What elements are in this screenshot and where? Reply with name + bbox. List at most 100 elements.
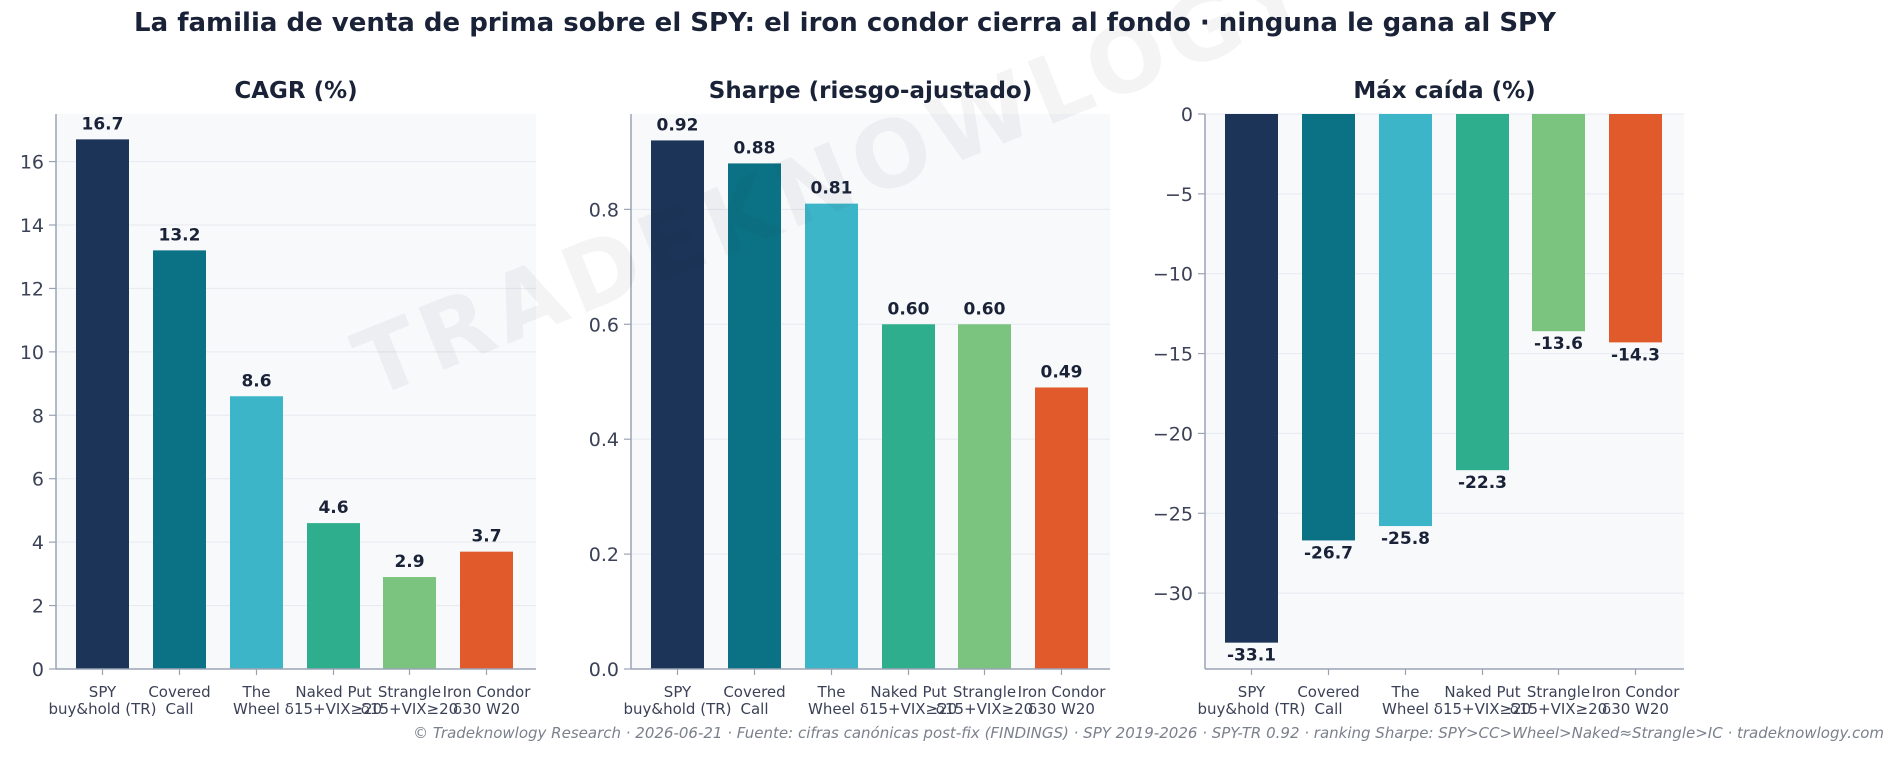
chart-panel-1: CAGR (%) 0 2 4 6 8 10 12 14 16 16.7 SPY buy&hold (TR…: [20, 78, 536, 718]
category-label: Strangle δ15+VIX≥20: [936, 683, 1033, 718]
bar: [728, 163, 781, 669]
category-label-line: Iron Condor: [443, 683, 532, 701]
data-label: 0.49: [1041, 362, 1083, 382]
category-label-line: Covered: [723, 683, 785, 701]
category-label-line: Covered: [148, 683, 210, 701]
category-label: Strangle δ15+VIX≥20: [1510, 683, 1607, 718]
category-label-line: Iron Condor: [1018, 683, 1107, 701]
bar: [230, 396, 283, 669]
y-tick-label: −30: [1153, 583, 1193, 605]
bar: [882, 324, 935, 669]
panel-title: CAGR (%): [234, 78, 357, 104]
bar: [1225, 114, 1278, 643]
data-label: 0.92: [657, 115, 699, 135]
category-label: Iron Condor δ30 W20: [1592, 683, 1681, 718]
bar: [307, 523, 360, 669]
category-label: SPY buy&hold (TR): [623, 683, 731, 718]
category-label: Iron Condor δ30 W20: [443, 683, 532, 718]
data-label: 0.88: [734, 138, 776, 158]
category-label-line: δ15+VIX≥20: [1510, 700, 1607, 718]
data-label: -33.1: [1227, 646, 1276, 666]
plot-background: [631, 114, 1110, 669]
category-label-line: δ30 W20: [453, 700, 520, 718]
y-tick-label: −5: [1165, 184, 1193, 206]
category-label-line: buy&hold (TR): [623, 700, 731, 718]
category-label-line: The: [242, 683, 271, 701]
y-tick-label: 12: [20, 278, 44, 300]
bar: [958, 324, 1011, 669]
category-label-line: δ15+VIX≥20: [361, 700, 458, 718]
category-label-line: SPY: [89, 683, 117, 701]
category-label: SPY buy&hold (TR): [1197, 683, 1305, 718]
category-label: Naked Put δ15+VIX≥20: [1434, 683, 1531, 718]
y-tick-label: −25: [1153, 503, 1193, 525]
category-label-line: The: [1391, 683, 1420, 701]
category-label: Naked Put δ15+VIX≥20: [860, 683, 957, 718]
y-tick-label: 0.2: [589, 544, 619, 566]
data-label: -26.7: [1304, 543, 1353, 563]
category-label: Iron Condor δ30 W20: [1018, 683, 1107, 718]
chart-panel-2: Sharpe (riesgo-ajustado) 0.0 0.2 0.4 0.6 0.8 0…: [589, 78, 1110, 718]
category-label-line: Strangle: [378, 683, 441, 701]
data-label: -14.3: [1611, 345, 1660, 365]
category-label-line: Wheel: [808, 700, 855, 718]
category-label-line: SPY: [664, 683, 692, 701]
category-label-line: Naked Put: [870, 683, 946, 701]
category-label: SPY buy&hold (TR): [48, 683, 156, 718]
data-label: 0.81: [811, 179, 853, 199]
data-label: 4.6: [318, 498, 348, 518]
category-label-line: Call: [1314, 700, 1342, 718]
bar: [1379, 114, 1432, 527]
y-tick-label: −10: [1153, 264, 1193, 286]
y-tick-label: 0.4: [589, 429, 619, 451]
plot-background: [1205, 114, 1684, 669]
y-tick-label: 0: [32, 659, 44, 681]
y-tick-label: 6: [32, 469, 44, 491]
category-label-line: Strangle: [1527, 683, 1590, 701]
bar: [76, 139, 129, 669]
chart-panel-3: Máx caída (%) 0 −5 −10 −15 −20 −25 −30 -33.1 SPY b…: [1153, 78, 1684, 718]
y-tick-label: −20: [1153, 423, 1193, 445]
data-label: 0.60: [888, 299, 930, 319]
bar: [1609, 114, 1662, 343]
data-label: 16.7: [82, 114, 124, 134]
category-label-line: Wheel: [233, 700, 280, 718]
y-tick-label: 10: [20, 342, 44, 364]
category-label-line: δ30 W20: [1028, 700, 1095, 718]
data-label: 2.9: [394, 552, 424, 572]
category-label-line: Naked Put: [295, 683, 371, 701]
category-label: Covered Call: [148, 683, 210, 718]
category-label: Strangle δ15+VIX≥20: [361, 683, 458, 718]
category-label-line: δ15+VIX≥20: [285, 700, 382, 718]
y-tick-label: 8: [32, 405, 44, 427]
category-label-line: buy&hold (TR): [1197, 700, 1305, 718]
bar: [460, 551, 513, 669]
category-label: Covered Call: [723, 683, 785, 718]
data-label: -22.3: [1458, 473, 1507, 493]
y-tick-label: 0: [1181, 104, 1193, 126]
category-label-line: SPY: [1238, 683, 1266, 701]
category-label-line: δ15+VIX≥20: [860, 700, 957, 718]
bar: [651, 140, 704, 669]
data-label: 3.7: [471, 527, 501, 547]
category-label-line: δ30 W20: [1602, 700, 1669, 718]
data-label: 0.60: [964, 299, 1006, 319]
data-label: -13.6: [1534, 334, 1583, 354]
y-tick-label: 0.0: [589, 659, 619, 681]
bar: [805, 203, 858, 670]
bar: [1456, 114, 1509, 471]
category-label-line: Wheel: [1382, 700, 1429, 718]
category-label-line: Iron Condor: [1592, 683, 1681, 701]
y-tick-label: 0.8: [589, 199, 619, 221]
category-label-line: δ15+VIX≥20: [1434, 700, 1531, 718]
panel-title: Máx caída (%): [1353, 78, 1535, 104]
category-label-line: Call: [740, 700, 768, 718]
plot-background: [56, 114, 536, 669]
category-label: The Wheel: [233, 683, 280, 718]
data-label: 13.2: [159, 225, 201, 245]
y-tick-label: 4: [32, 532, 44, 554]
category-label-line: Call: [165, 700, 193, 718]
category-label: The Wheel: [808, 683, 855, 718]
category-label: Covered Call: [1297, 683, 1359, 718]
